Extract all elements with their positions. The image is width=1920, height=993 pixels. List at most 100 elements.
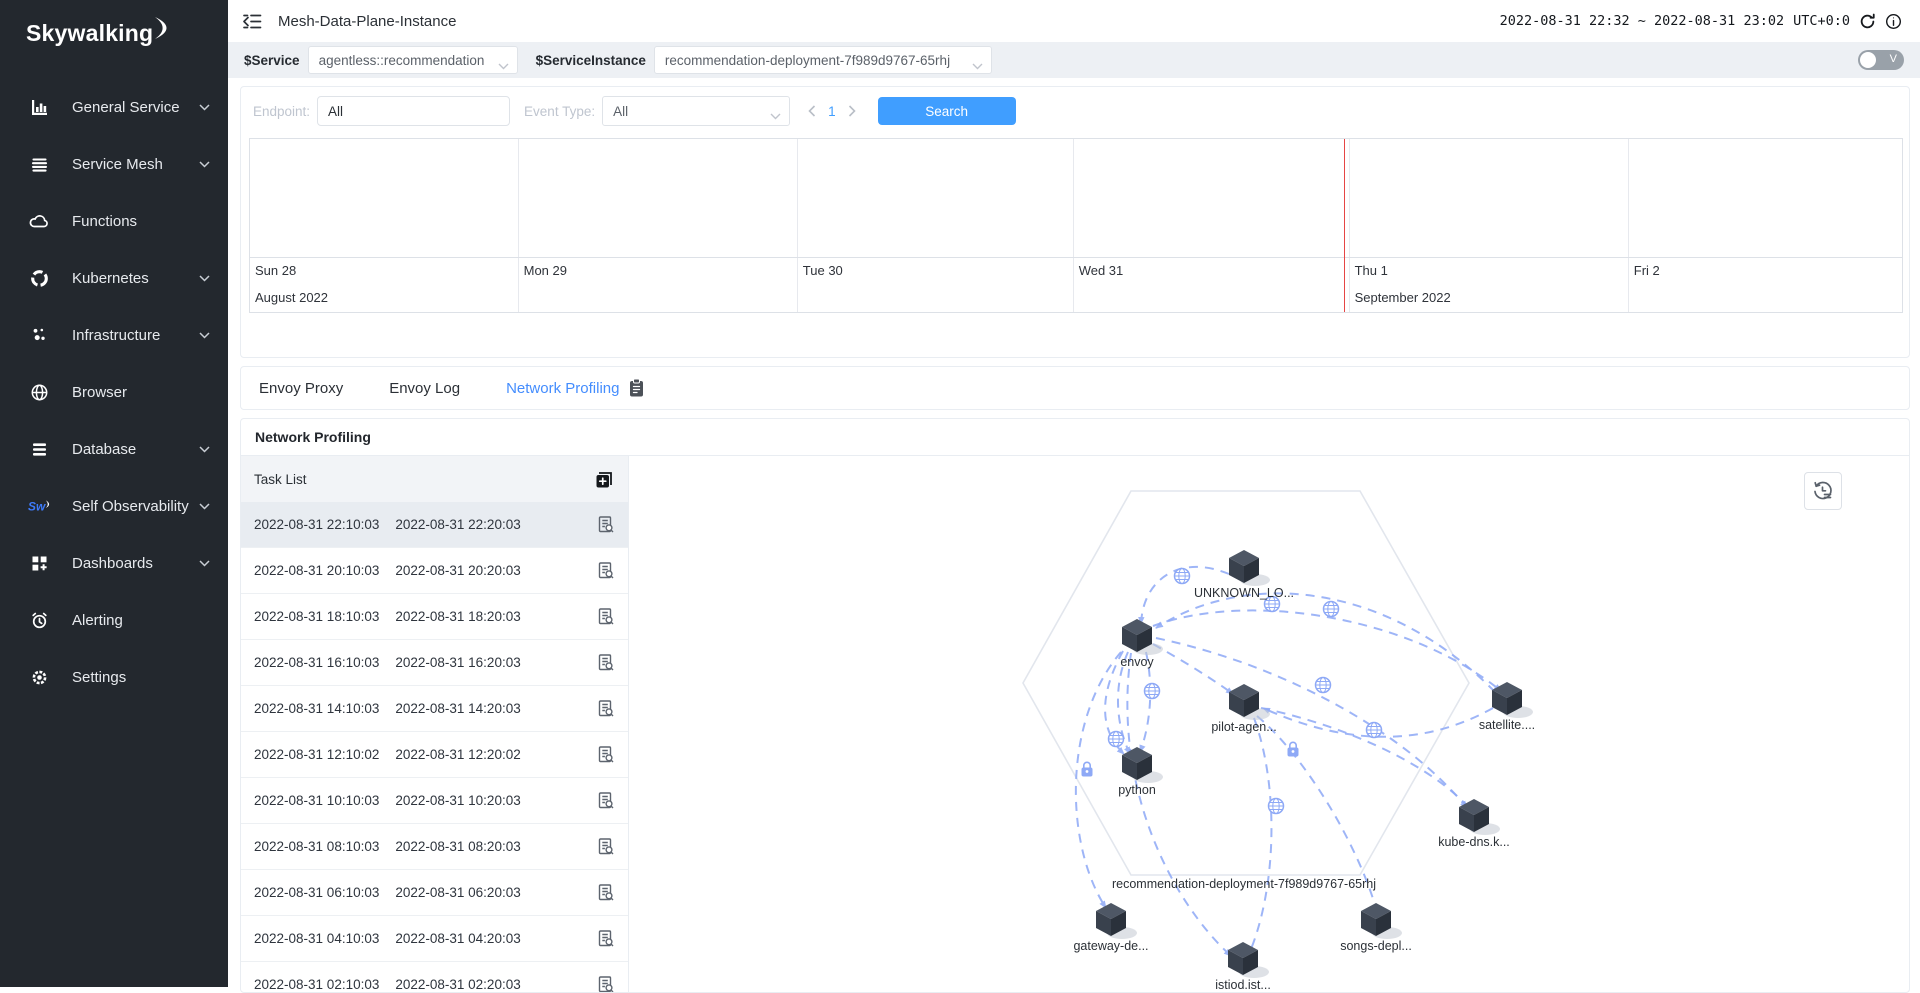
event-search-row: Endpoint: Event Type: All 1 Search	[253, 96, 1909, 126]
svg-text:Sw: Sw	[28, 500, 46, 514]
sidebar-item-dashboards[interactable]: Dashboards	[0, 535, 228, 592]
sidebar-item-label: Database	[72, 441, 136, 458]
task-end-time: 2022-08-31 12:20:02	[395, 747, 520, 762]
task-list-header: Task List	[241, 456, 628, 502]
pager-page-number[interactable]: 1	[828, 104, 836, 119]
task-detail-icon[interactable]	[597, 837, 615, 856]
task-detail-icon[interactable]	[597, 975, 615, 992]
sidebar-item-infrastructure[interactable]: Infrastructure	[0, 307, 228, 364]
toggle-knob	[1860, 52, 1876, 68]
sidebar-item-database[interactable]: Database	[0, 421, 228, 478]
task-history-refresh-button[interactable]	[1804, 472, 1842, 510]
topology-node-kube-dns-k[interactable]: kube-dns.k...	[1438, 799, 1510, 849]
pager-next-icon[interactable]	[848, 105, 856, 117]
sidebar-item-service-mesh[interactable]: Service Mesh	[0, 136, 228, 193]
instance-tabs: Envoy Proxy Envoy Log Network Profiling	[241, 367, 1909, 409]
sidebar-item-kubernetes[interactable]: Kubernetes	[0, 250, 228, 307]
globe-icon	[28, 382, 50, 404]
timeline-day-label: Fri 2	[1634, 263, 1660, 278]
task-start-time: 2022-08-31 04:10:03	[254, 931, 379, 946]
sidebar-item-functions[interactable]: Functions	[0, 193, 228, 250]
sidebar-item-settings[interactable]: Settings	[0, 649, 228, 706]
tab-envoy-log[interactable]: Envoy Log	[389, 380, 460, 397]
topology-node-python[interactable]: python	[1118, 747, 1163, 797]
sidebar-collapse-icon[interactable]	[242, 13, 262, 30]
task-start-time: 2022-08-31 10:10:03	[254, 793, 379, 808]
timeline-current-marker	[1344, 139, 1346, 312]
task-start-time: 2022-08-31 08:10:03	[254, 839, 379, 854]
service-label: $Service	[244, 53, 300, 68]
timeline-day-column: Tue 30	[797, 139, 1073, 312]
topology-center-label: recommendation-deployment-7f989d9767-65r…	[1112, 877, 1376, 891]
tab-label: Network Profiling	[506, 380, 619, 397]
task-detail-icon[interactable]	[597, 883, 615, 902]
sidebar-item-general-service[interactable]: General Service	[0, 79, 228, 136]
sidebar-item-alerting[interactable]: Alerting	[0, 592, 228, 649]
topology-node-gateway-de[interactable]: gateway-de...	[1073, 903, 1148, 953]
service-select[interactable]: agentless::recommendation	[308, 46, 518, 74]
top-header: Mesh-Data-Plane-Instance 2022-08-31 22:3…	[228, 0, 1920, 42]
topology-node-label: UNKNOWN_LO...	[1194, 586, 1294, 600]
topology-node-satellite[interactable]: satellite....	[1479, 682, 1535, 732]
topology-edge	[1076, 652, 1121, 908]
task-detail-icon[interactable]	[597, 791, 615, 810]
topology-node-unknown-lo[interactable]: UNKNOWN_LO...	[1194, 550, 1294, 600]
tab-envoy-proxy[interactable]: Envoy Proxy	[259, 380, 343, 397]
timeline-day-column: Wed 31	[1073, 139, 1349, 312]
network-profiling-card: Network Profiling Task List 2022-08-31 2…	[240, 418, 1910, 993]
service-instance-select-value: recommendation-deployment-7f989d9767-65r…	[665, 53, 950, 68]
topology-graph: UNKNOWN_LO...envoypilot-agen...satellite…	[629, 456, 1911, 992]
auto-refresh-toggle[interactable]: V	[1858, 50, 1904, 70]
new-task-icon[interactable]	[594, 469, 615, 490]
time-range-picker[interactable]: 2022-08-31 22:32 ~ 2022-08-31 23:02	[1500, 13, 1784, 29]
task-detail-icon[interactable]	[597, 745, 615, 764]
task-detail-icon[interactable]	[597, 561, 615, 580]
event-type-select[interactable]: All	[602, 96, 790, 126]
database-icon	[28, 439, 50, 461]
topology-node-label: istiod.ist...	[1215, 978, 1271, 992]
sidebar-item-browser[interactable]: Browser	[0, 364, 228, 421]
search-button[interactable]: Search	[878, 97, 1016, 125]
service-instance-label: $ServiceInstance	[536, 53, 646, 68]
sidebar-item-label: Kubernetes	[72, 270, 149, 287]
mesh-icon	[28, 154, 50, 176]
refresh-icon[interactable]	[1859, 13, 1876, 30]
timezone-label: UTC+0:0	[1793, 13, 1850, 29]
topology-node-label: satellite....	[1479, 718, 1535, 732]
task-detail-icon[interactable]	[597, 515, 615, 534]
topology-edge	[1261, 708, 1471, 810]
task-end-time: 2022-08-31 16:20:03	[395, 655, 520, 670]
service-instance-select[interactable]: recommendation-deployment-7f989d9767-65r…	[654, 46, 992, 74]
task-start-time: 2022-08-31 22:10:03	[254, 517, 379, 532]
app-logo[interactable]: Skywalking	[0, 0, 228, 47]
tab-network-profiling[interactable]: Network Profiling	[506, 378, 645, 398]
info-icon[interactable]	[1885, 13, 1902, 30]
pager-prev-icon[interactable]	[808, 105, 816, 117]
timeline-month-label: August 2022	[255, 290, 328, 305]
sidebar-item-label: Browser	[72, 384, 127, 401]
task-detail-icon[interactable]	[597, 699, 615, 718]
endpoint-label: Endpoint:	[253, 104, 310, 119]
endpoint-input[interactable]	[317, 96, 510, 126]
timeline-month-label: September 2022	[1355, 290, 1451, 305]
topology-node-label: gateway-de...	[1073, 939, 1148, 953]
topology-node-songs-depl[interactable]: songs-depl...	[1340, 903, 1412, 953]
sidebar-item-label: General Service	[72, 99, 180, 116]
task-detail-icon[interactable]	[597, 607, 615, 626]
task-detail-icon[interactable]	[597, 929, 615, 948]
task-detail-icon[interactable]	[597, 653, 615, 672]
copy-link-icon[interactable]	[628, 378, 645, 398]
